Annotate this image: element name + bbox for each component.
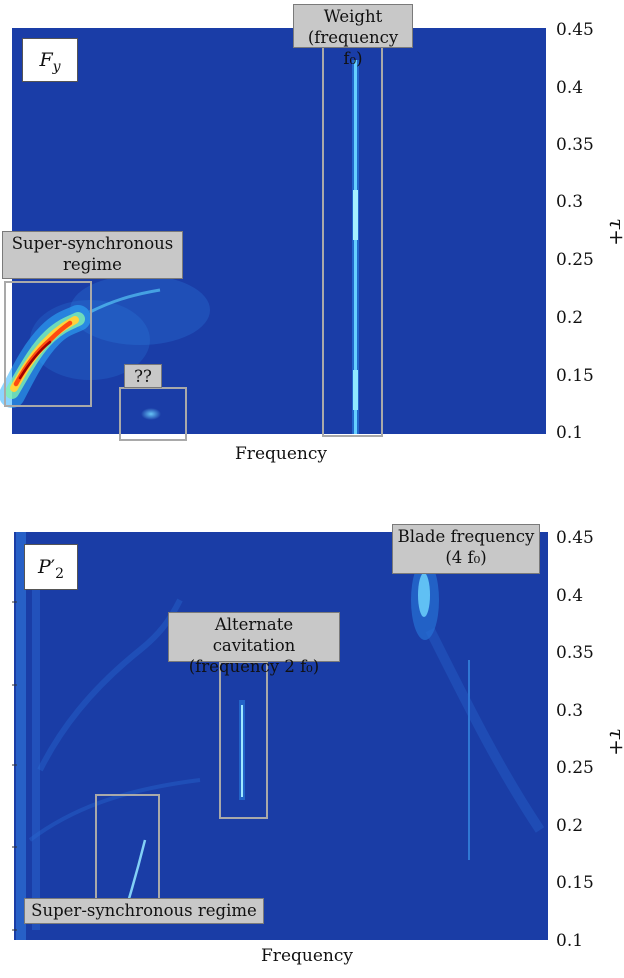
alternate-cavitation-line xyxy=(239,700,245,800)
xlabel-bottom: Frequency xyxy=(261,946,353,966)
unknown-blob xyxy=(141,408,161,420)
ytick: 0.25 xyxy=(556,758,594,778)
annotation-super-sync-top: Super-synchronous regime xyxy=(2,231,183,279)
heatmap-bottom-background xyxy=(14,532,548,940)
ytick: 0.4 xyxy=(556,78,584,98)
super-synchronous-streak-bottom xyxy=(126,839,147,903)
ytick: 0.45 xyxy=(556,20,594,40)
annotation-blade-frequency: Blade frequency (4 f₀) xyxy=(392,524,540,574)
box-unknown xyxy=(119,387,187,441)
ytick: 0.15 xyxy=(556,366,594,386)
panel-label-top: Fy xyxy=(22,38,78,82)
ytick: 0.35 xyxy=(556,135,594,155)
ylabel-bottom: τ+ xyxy=(604,728,624,756)
ytick: 0.35 xyxy=(556,643,594,663)
heatmap-top xyxy=(0,28,546,441)
panel-label-bottom: P′2 xyxy=(24,544,78,590)
box-alternate-cavitation xyxy=(219,661,268,819)
super-synchronous-streak-top xyxy=(0,288,161,408)
weight-line xyxy=(352,60,359,434)
ytick: 0.3 xyxy=(556,701,584,721)
ytick: 0.2 xyxy=(556,308,584,328)
xlabel-top: Frequency xyxy=(235,444,327,464)
annotation-alternate-cavitation: Alternate cavitation (frequency 2 f₀) xyxy=(168,612,340,676)
ytick: 0.1 xyxy=(556,931,584,951)
ylabel-top: τ+ xyxy=(604,218,624,246)
chart-panel-top: Fy Weight (frequency f₀) Super-synchrono… xyxy=(0,0,624,470)
chart-panel-bottom: P′2 Blade frequency (4 f₀) Alternate cav… xyxy=(0,510,624,978)
ytick: 0.2 xyxy=(556,816,584,836)
annotation-weight: Weight (frequency f₀) xyxy=(293,4,413,68)
ytick: 0.4 xyxy=(556,586,584,606)
ytick: 0.45 xyxy=(556,528,594,548)
annotation-super-sync-bottom: Super-synchronous regime xyxy=(24,898,264,924)
ytick: 0.25 xyxy=(556,250,594,270)
ytick: 0.1 xyxy=(556,423,584,443)
ytick: 0.3 xyxy=(556,192,584,212)
blade-frequency-region xyxy=(411,560,545,860)
ytick: 0.15 xyxy=(556,873,594,893)
annotation-unknown: ?? xyxy=(124,364,162,388)
heatmap-bottom xyxy=(12,532,548,940)
box-super-sync-top xyxy=(4,281,92,407)
